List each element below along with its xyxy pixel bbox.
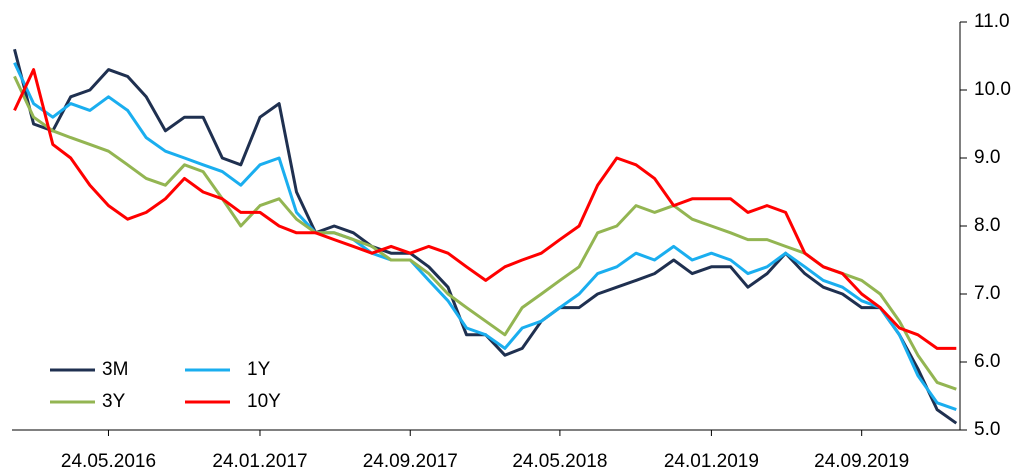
- x-tick-label: 24.01.2017: [212, 451, 307, 472]
- x-tick-label: 24.05.2016: [61, 451, 156, 472]
- x-tick-label: 24.09.2019: [814, 451, 909, 472]
- legend-label: 3Y: [102, 391, 126, 412]
- legend-label: 3M: [102, 359, 128, 380]
- x-tick-label: 24.09.2017: [363, 451, 458, 472]
- legend-label: 10Y: [247, 391, 281, 412]
- y-tick-label: 5.0: [974, 419, 1000, 440]
- legend-label: 1Y: [247, 359, 271, 380]
- y-tick-label: 7.0: [974, 283, 1000, 304]
- x-tick-label: 24.01.2019: [664, 451, 759, 472]
- y-tick-label: 6.0: [974, 351, 1000, 372]
- y-tick-label: 9.0: [974, 147, 1000, 168]
- series-line: [13, 48, 958, 425]
- y-tick-label: 8.0: [974, 215, 1000, 236]
- series-line: [13, 75, 957, 391]
- y-tick-label: 10.0: [974, 79, 1011, 100]
- y-tick-label: 11.0: [974, 11, 1010, 32]
- series-line: [13, 62, 957, 412]
- x-tick-label: 24.05.2018: [512, 451, 607, 472]
- series-line: [13, 68, 957, 350]
